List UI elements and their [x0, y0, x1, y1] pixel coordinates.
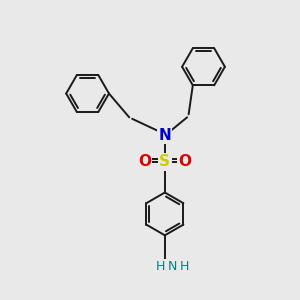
Text: N: N: [158, 128, 171, 142]
Text: H: H: [179, 260, 189, 273]
Text: H: H: [156, 260, 165, 273]
Text: O: O: [138, 154, 151, 169]
Text: O: O: [178, 154, 192, 169]
Text: S: S: [159, 154, 170, 169]
Text: N: N: [168, 260, 177, 273]
